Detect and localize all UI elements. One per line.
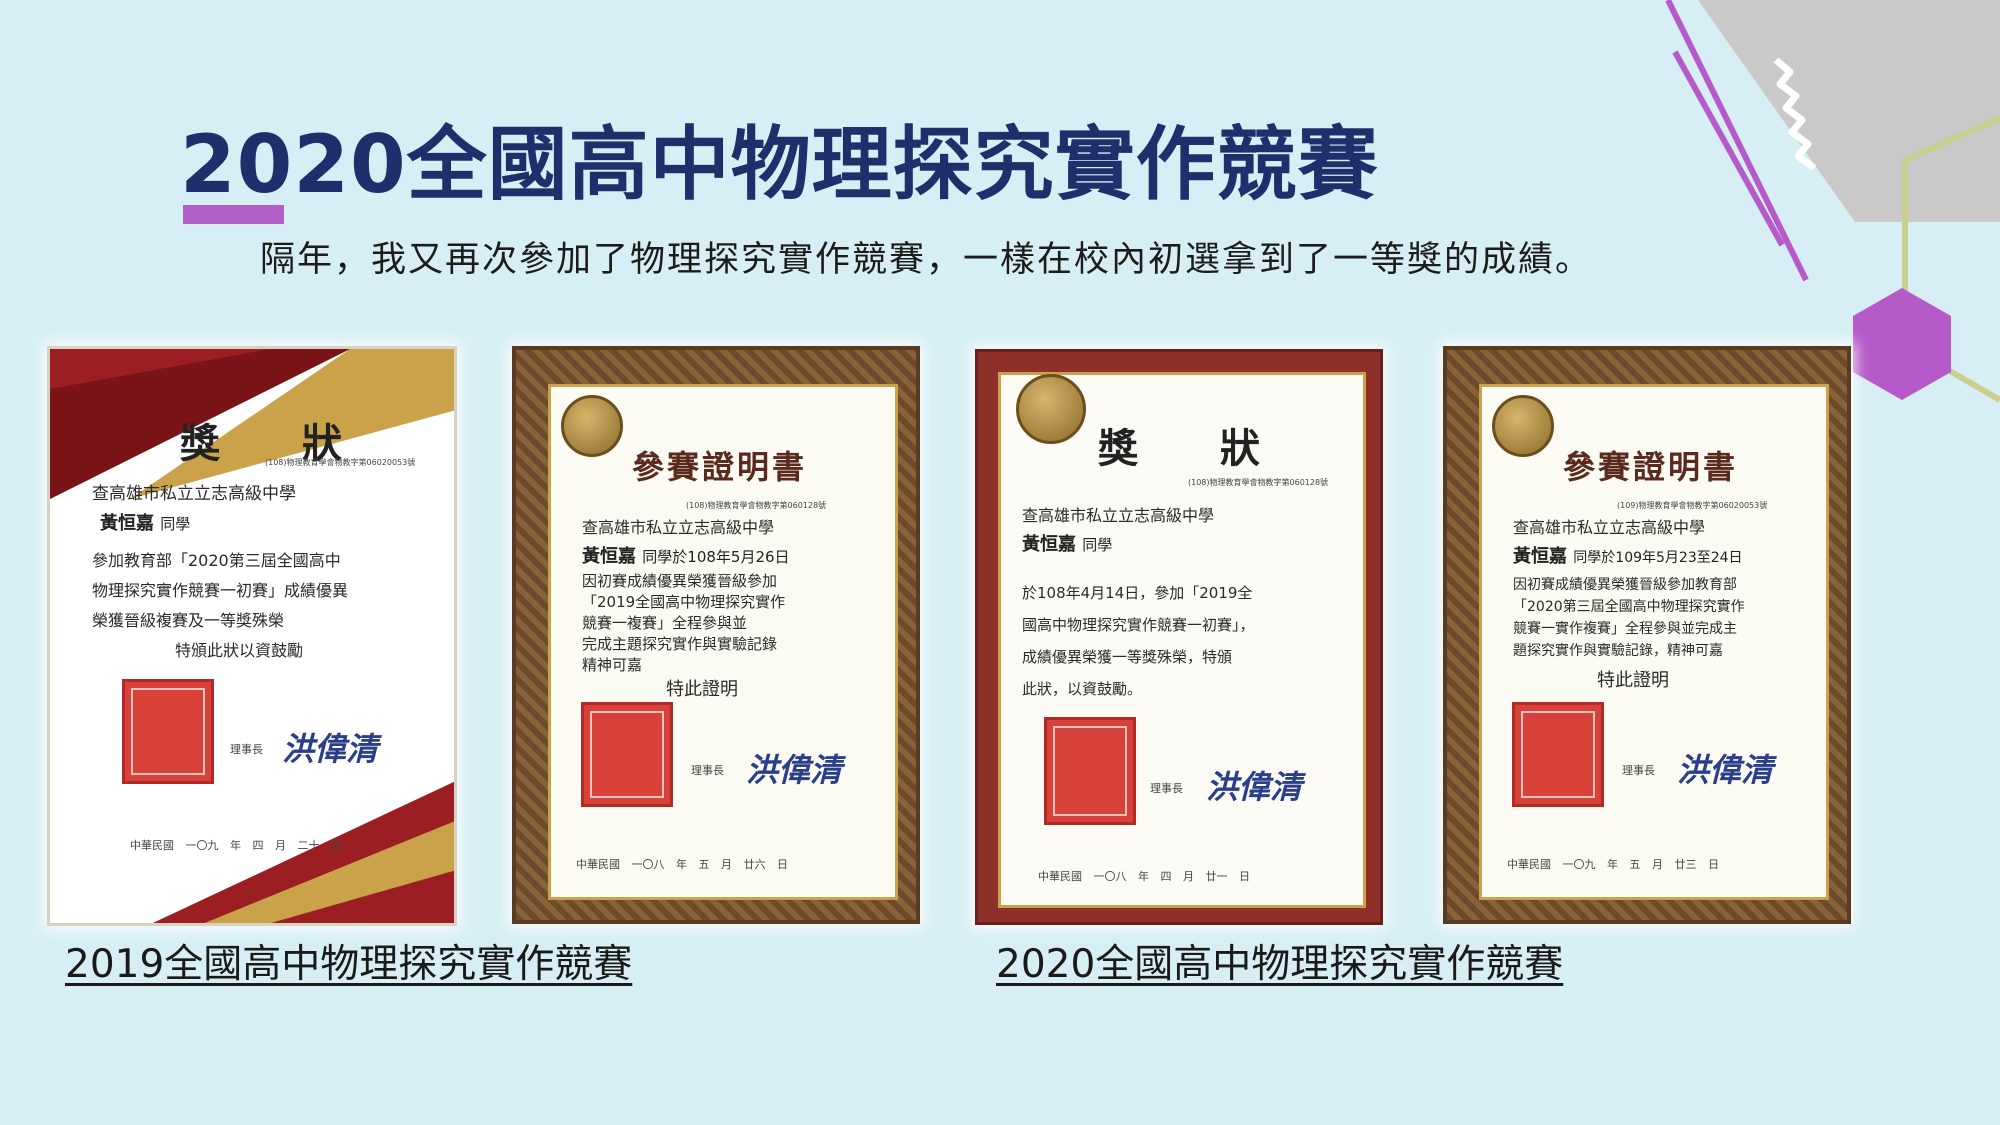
red-seal-stamp xyxy=(581,702,673,807)
certificate-line: 「2019全國高中物理探究實作 xyxy=(582,593,786,611)
caption-2020: 2020全國高中物理探究實作競賽 xyxy=(996,942,1564,987)
purple-diagonal-line-2 xyxy=(1672,50,1785,247)
certificate-line: 國高中物理探究實作競賽一初賽」， xyxy=(1022,616,1255,634)
title-underline-bar xyxy=(183,205,284,224)
recipient-name: 黃恒嘉 xyxy=(582,546,636,567)
certificate-medal-icon xyxy=(561,395,623,457)
certificate-participation-2020: 參賽證明書 (109)物理教育學會物教字第06020053號 查高雄市私立立志高… xyxy=(1443,346,1851,924)
chairman-signature: 洪偉清 xyxy=(282,730,379,768)
certificate-line: 「2020第三屆全國高中物理探究實作 xyxy=(1513,599,1745,615)
certificate-line: 競賽一複賽」全程參與並 xyxy=(582,614,748,632)
certificate-line: 成績優異榮獲一等獎殊榮，特頒 xyxy=(1022,648,1233,666)
purple-hexagon xyxy=(1853,288,1951,400)
certificate-line: 因初賽成績優異榮獲晉級參加 xyxy=(582,572,778,590)
recipient-suffix: 同學 xyxy=(1082,536,1113,554)
certificate-date: 中華民國 一〇八 年 五 月 廿六 日 xyxy=(576,858,788,871)
certificate-closing: 特此證明 xyxy=(1597,670,1669,691)
certificate-heading: 參賽證明書 xyxy=(632,448,808,486)
certificate-serial: (108)物理教育學會物教字第06020053號 xyxy=(265,458,416,467)
page-title: 2020全國高中物理探究實作競賽 xyxy=(180,118,1379,211)
certificate-line: 物理探究實作競賽一初賽」成績優異 xyxy=(92,581,349,600)
certificate-serial: (109)物理教育學會物教字第06020053號 xyxy=(1617,501,1768,510)
certificate-date: 中華民國 一〇九 年 四 月 二十 日 xyxy=(130,839,342,852)
red-seal-stamp xyxy=(122,679,214,784)
caption-2019: 2019全國高中物理探究實作競賽 xyxy=(65,942,633,987)
recipient-name: 黃恒嘉 xyxy=(1022,534,1076,555)
certificate-line: 特頒此狀以資鼓勵 xyxy=(175,641,304,660)
certificate-heading: 參賽證明書 xyxy=(1563,448,1739,486)
certificate-paper xyxy=(1479,384,1829,900)
certificate-school: 查高雄市私立立志高級中學 xyxy=(1513,518,1706,537)
recipient-suffix: 同學於108年5月26日 xyxy=(642,548,790,566)
certificate-recipient: 黃恒嘉 同學於108年5月26日 xyxy=(582,542,790,568)
purple-diagonal-line xyxy=(1665,0,1809,282)
certificate-closing: 特此證明 xyxy=(666,679,738,700)
recipient-name: 黃恒嘉 xyxy=(100,513,154,534)
certificate-medal-icon xyxy=(1492,395,1554,457)
recipient-suffix: 同學於109年5月23至24日 xyxy=(1573,550,1743,566)
certificate-line: 題探究實作與實驗記錄，精神可嘉 xyxy=(1513,643,1723,659)
certificate-date: 中華民國 一〇九 年 五 月 廿三 日 xyxy=(1507,858,1719,871)
red-seal-stamp xyxy=(1044,717,1136,825)
white-zigzag xyxy=(1773,57,1817,171)
certificate-school: 查高雄市私立立志高級中學 xyxy=(92,484,296,504)
chairman-signature: 洪偉清 xyxy=(746,751,843,789)
certificate-school: 查高雄市私立立志高級中學 xyxy=(582,518,775,537)
subtitle-text: 隔年，我又再次參加了物理探究實作競賽，一樣在校內初選拿到了一等獎的成績。 xyxy=(260,240,1593,280)
certificate-line: 於108年4月14日，參加「2019全 xyxy=(1022,584,1253,602)
certificate-award-2019-2: 獎 狀 (108)物理教育學會物教字第060128號 查高雄市私立立志高級中學 … xyxy=(975,349,1383,925)
red-gold-corner-ribbon xyxy=(50,349,454,923)
certificate-line: 競賽一實作複賽」全程參與並完成主 xyxy=(1513,621,1737,637)
olive-hexagon-outline xyxy=(1902,115,2000,403)
red-seal-stamp xyxy=(1512,702,1604,807)
chairman-signature: 洪偉清 xyxy=(1677,751,1774,789)
certificate-heading: 獎 狀 xyxy=(1098,425,1294,472)
chairman-title: 理事長 xyxy=(1622,764,1655,777)
certificate-line: 精神可嘉 xyxy=(582,656,643,674)
certificate-paper xyxy=(548,384,898,900)
certificate-serial: (108)物理教育學會物教字第060128號 xyxy=(1188,478,1329,487)
certificate-line: 完成主題探究實作與實驗記錄 xyxy=(582,635,778,653)
certificate-line: 此狀，以資鼓勵。 xyxy=(1022,680,1143,698)
certificate-school: 查高雄市私立立志高級中學 xyxy=(1022,506,1215,525)
certificate-participation-2019: 參賽證明書 (108)物理教育學會物教字第060128號 查高雄市私立立志高級中… xyxy=(512,346,920,924)
chairman-title: 理事長 xyxy=(230,743,263,756)
chairman-title: 理事長 xyxy=(691,764,724,777)
certificate-heading: 獎 狀 xyxy=(180,420,376,467)
award-medal-icon xyxy=(1016,374,1086,444)
certificate-recipient: 黃恒嘉 同學 xyxy=(100,509,190,535)
certificate-recipient: 黃恒嘉 同學 xyxy=(1022,530,1112,556)
certificate-date: 中華民國 一〇八 年 四 月 廿一 日 xyxy=(1038,870,1250,883)
certificate-line: 參加教育部「2020第三屆全國高中 xyxy=(92,551,341,570)
certificate-award-2019-1: 獎 狀 (108)物理教育學會物教字第06020053號 查高雄市私立立志高級中… xyxy=(47,346,457,926)
recipient-suffix: 同學 xyxy=(160,515,191,533)
certificate-line: 因初賽成績優異榮獲晉級參加教育部 xyxy=(1513,577,1737,593)
chairman-signature: 洪偉清 xyxy=(1206,768,1303,806)
certificate-serial: (108)物理教育學會物教字第060128號 xyxy=(686,501,827,510)
recipient-name: 黃恒嘉 xyxy=(1513,546,1567,567)
certificate-recipient: 黃恒嘉 同學於109年5月23至24日 xyxy=(1513,542,1743,568)
chairman-title: 理事長 xyxy=(1150,782,1183,795)
certificate-line: 榮獲晉級複賽及一等獎殊榮 xyxy=(92,611,285,630)
gray-corner-shape xyxy=(1698,0,2000,222)
